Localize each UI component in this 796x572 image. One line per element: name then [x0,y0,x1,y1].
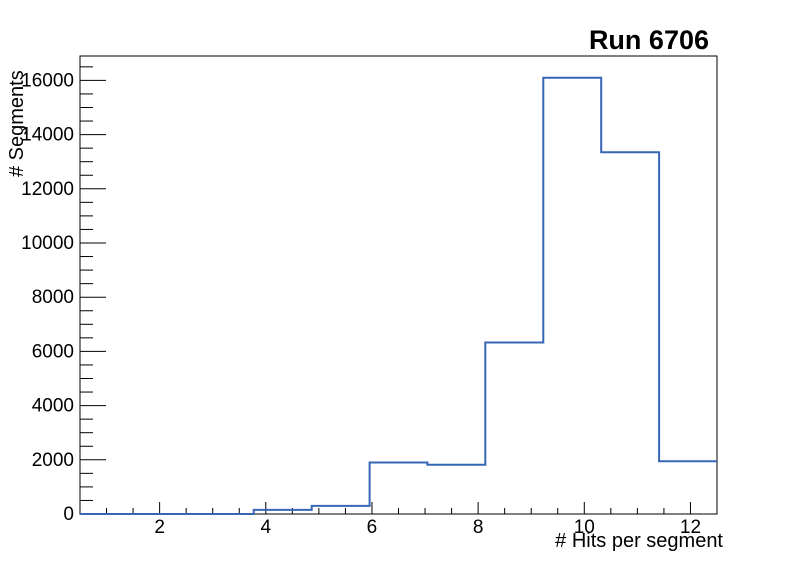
y-tick-label: 8000 [32,287,74,308]
y-tick-label: 0 [63,504,74,525]
histogram-line [80,76,717,515]
y-tick-label: 10000 [21,233,74,254]
x-tick-label: 12 [680,517,701,538]
x-axis-title: # Hits per segment [555,530,723,552]
y-tick-label: 4000 [32,396,74,417]
y-tick-label: 12000 [21,179,74,200]
y-tick-label: 14000 [21,125,74,146]
x-tick-label: 2 [154,517,165,538]
y-tick-label: 16000 [21,70,74,91]
x-tick-label: 6 [367,517,378,538]
y-tick-label: 6000 [32,341,74,362]
x-tick-label: 8 [473,517,484,538]
plot-title: Run 6706 [588,25,709,55]
y-tick-label: 2000 [32,450,74,471]
x-tick-label: 10 [574,517,595,538]
x-tick-label: 4 [261,517,272,538]
y-axis-title: # Segments [6,70,28,177]
plot-frame [79,55,718,515]
